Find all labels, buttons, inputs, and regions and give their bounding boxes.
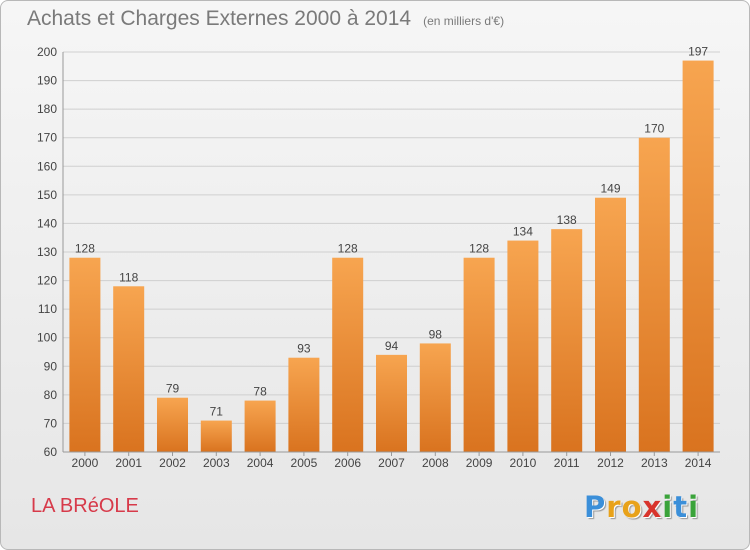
bar-value-label: 71: [210, 405, 224, 419]
y-tick-label: 140: [37, 216, 57, 230]
bar-value-label: 128: [338, 242, 358, 256]
bar-value-label: 134: [513, 225, 533, 239]
bar-2003: [200, 420, 232, 452]
x-tick-label: 2010: [510, 456, 537, 470]
bar-2008: [419, 343, 451, 452]
bar-2011: [551, 229, 583, 452]
commune-name: LA BRéOLE: [31, 495, 139, 517]
x-tick-label: 2014: [685, 456, 712, 470]
bar-value-label: 98: [429, 327, 443, 341]
bars: 128 118 79 71 78 93 128 94 98 128 134 138 149 170 197: [69, 45, 714, 452]
bar-value-label: 170: [644, 122, 664, 136]
bar-value-label: 197: [688, 45, 708, 59]
bar-2002: [157, 397, 188, 452]
y-tick-label: 160: [37, 159, 57, 173]
bar-value-label: 138: [557, 213, 577, 227]
bar-value-label: 78: [253, 385, 267, 399]
y-tick-label: 70: [44, 416, 58, 430]
chart-title-text: Achats et Charges Externes 2000 à 2014: [27, 7, 412, 30]
logo-letter: t: [673, 490, 689, 524]
x-tick-label: 2007: [378, 456, 405, 470]
y-tick-label: 180: [37, 102, 57, 116]
y-tick-label: 80: [44, 388, 58, 402]
x-tick-label: 2004: [247, 456, 274, 470]
bar-2001: [113, 286, 145, 452]
x-tick-label: 2008: [422, 456, 449, 470]
x-tick-label: 2001: [115, 456, 142, 470]
x-tick-label: 2006: [334, 456, 361, 470]
bar-2010: [507, 240, 539, 452]
bar-value-label: 149: [600, 182, 620, 196]
bar-2007: [376, 354, 407, 452]
logo-letter: o: [621, 490, 643, 524]
bar-value-label: 118: [119, 270, 138, 284]
x-tick-label: 2012: [597, 456, 624, 470]
bar-value-label: 94: [385, 339, 399, 353]
proxiti-logo[interactable]: Proxiti: [584, 490, 699, 524]
y-tick-label: 150: [37, 188, 57, 202]
y-tick-label: 200: [37, 45, 57, 59]
bar-value-label: 128: [75, 242, 95, 256]
bar-2004: [244, 400, 276, 452]
bar-2013: [638, 137, 670, 452]
x-tick-label: 2003: [203, 456, 230, 470]
bar-2006: [332, 257, 364, 452]
logo-letter: P: [584, 490, 607, 524]
x-tick-label: 2013: [641, 456, 668, 470]
chart-subtitle: (en milliers d'€): [423, 14, 505, 28]
bar-value-label: 128: [469, 242, 489, 256]
y-tick-label: 110: [38, 302, 57, 316]
y-tick-label: 190: [37, 74, 57, 88]
logo-letter: i: [662, 490, 674, 524]
x-tick-label: 2002: [159, 456, 186, 470]
chart-title: Achats et Charges Externes 2000 à 2014 (e…: [27, 7, 504, 31]
logo-letter: x: [642, 490, 663, 524]
x-tick-label: 2009: [466, 456, 493, 470]
bar-value-label: 79: [166, 382, 180, 396]
x-tick-label: 2005: [291, 456, 318, 470]
y-tick-label: 170: [37, 131, 57, 145]
y-tick-label: 60: [44, 445, 58, 459]
x-tick-label: 2011: [554, 456, 580, 470]
y-tick-label: 100: [37, 331, 57, 345]
x-axis: 2000 2001 2002 2003 2004 2005 2006 2007 2008 2009…: [63, 451, 720, 470]
logo-letter: i: [688, 490, 700, 524]
bar-value-label: 93: [297, 342, 311, 356]
x-tick-label: 2000: [72, 456, 99, 470]
y-tick-label: 120: [37, 274, 57, 288]
y-axis: 60 70 80 90 100 110 120 130 140 150 160 170 180 190 20…: [37, 45, 64, 459]
bar-2012: [595, 197, 626, 452]
bar-2005: [288, 357, 320, 452]
logo-letter: r: [606, 490, 622, 524]
bar-2000: [69, 257, 101, 452]
bar-2009: [463, 257, 495, 452]
y-tick-label: 130: [37, 245, 57, 259]
y-tick-label: 90: [44, 359, 58, 373]
bar-2014: [682, 60, 714, 452]
